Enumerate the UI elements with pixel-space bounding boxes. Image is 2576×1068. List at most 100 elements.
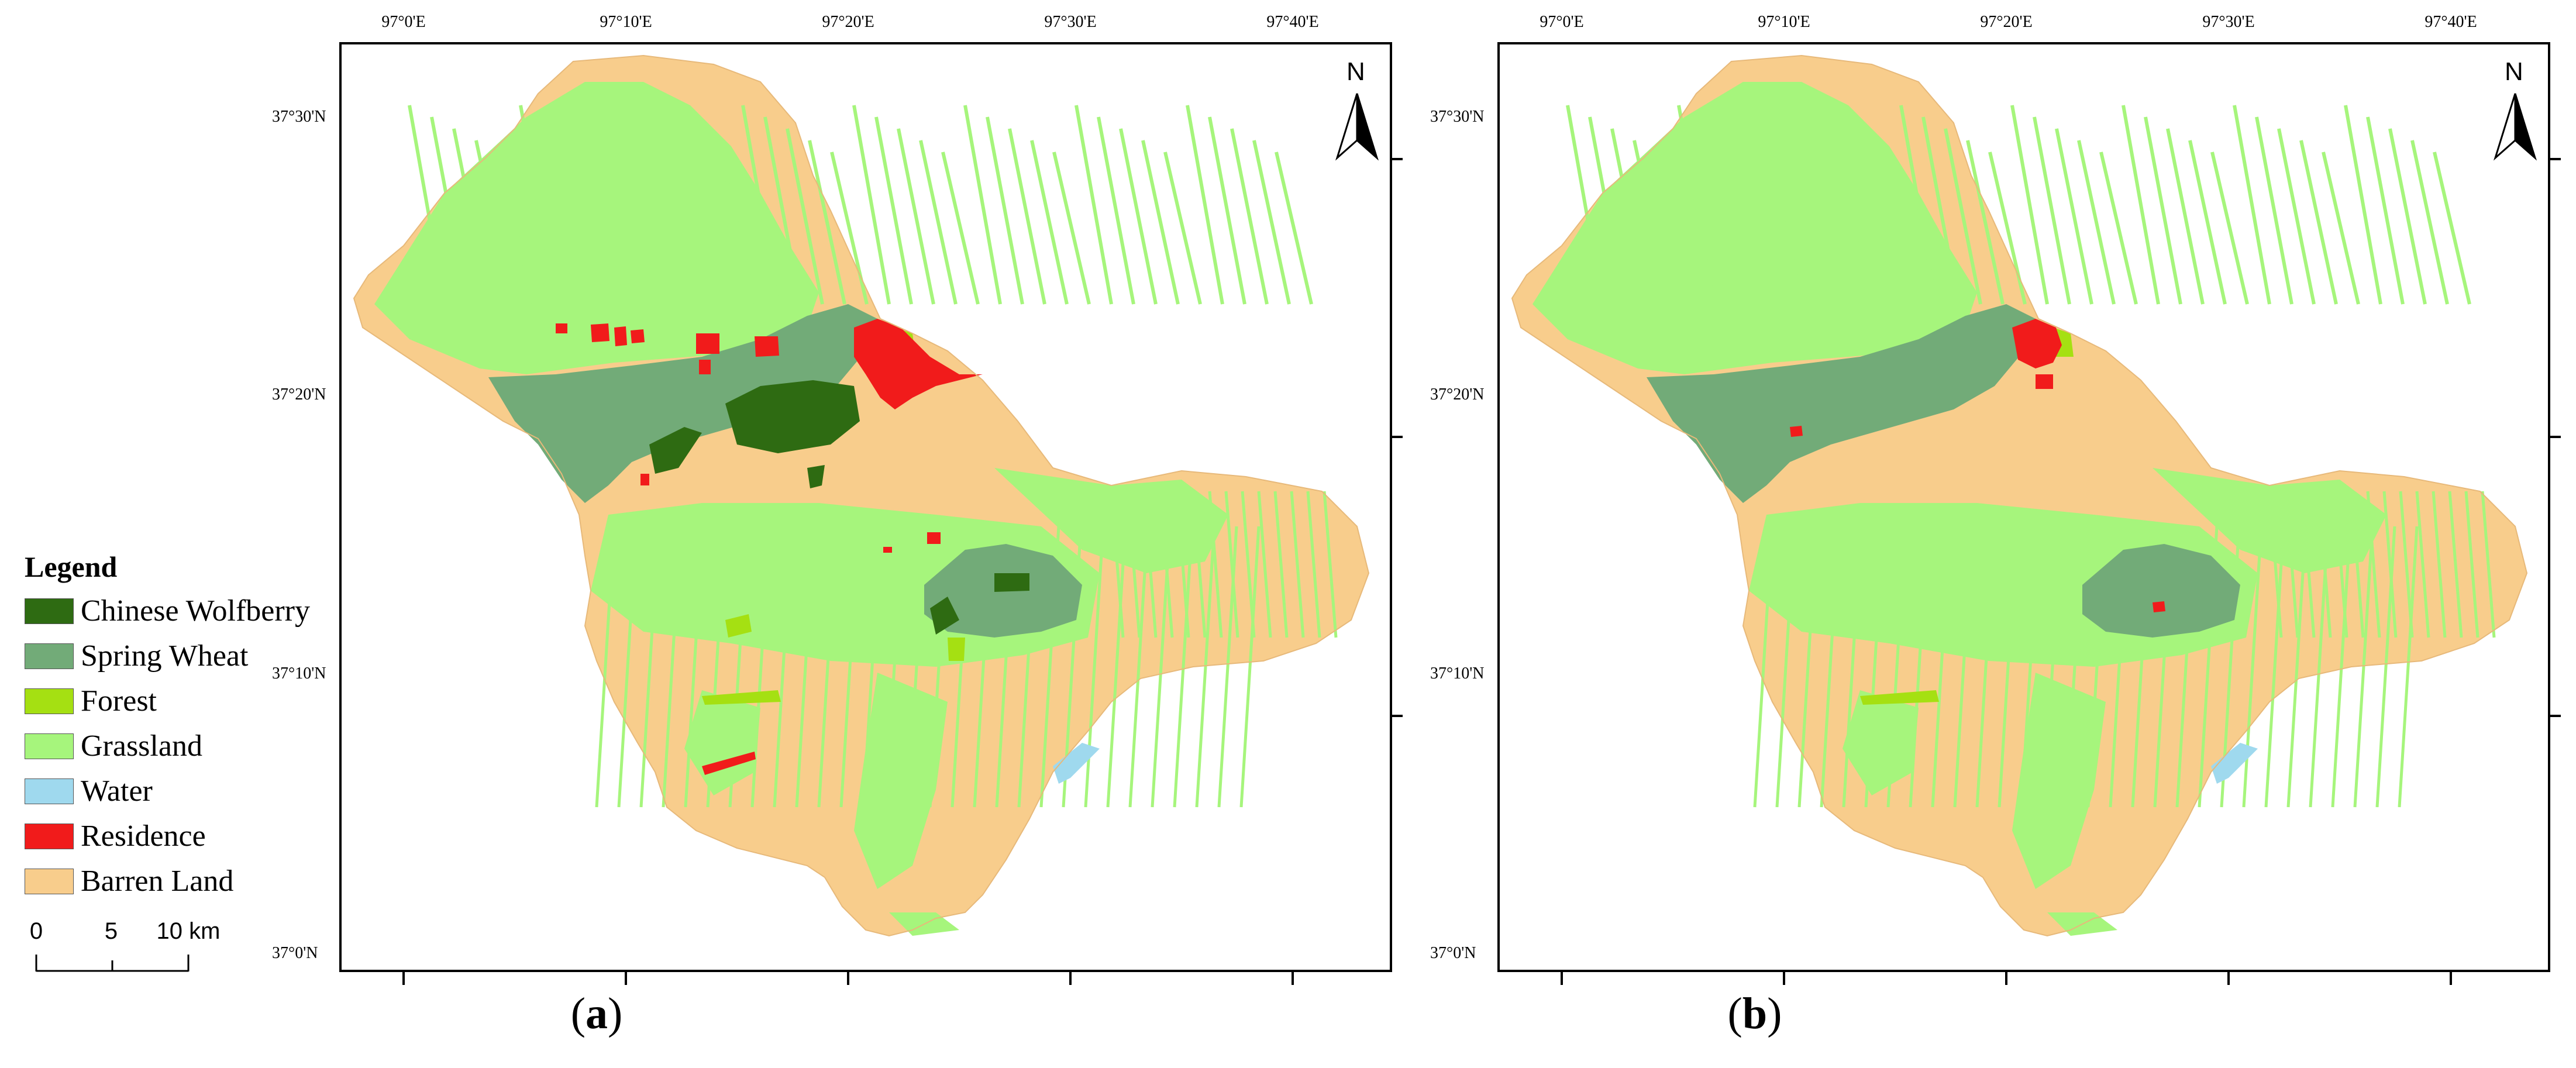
grassland-streak bbox=[2299, 140, 2338, 305]
longitude-tick bbox=[2450, 972, 2452, 985]
chinese-wolfberry-region bbox=[725, 380, 860, 453]
grassland-streak bbox=[2322, 151, 2360, 305]
grassland-streak bbox=[1998, 526, 2019, 808]
grassland-streak bbox=[519, 105, 557, 305]
grassland-streak bbox=[817, 526, 838, 808]
grassland-streak bbox=[1195, 526, 1216, 808]
grassland-streak bbox=[1191, 491, 1207, 638]
grassland-streak bbox=[2366, 116, 2405, 305]
grassland-streak bbox=[1075, 105, 1113, 305]
forest-region bbox=[948, 638, 965, 661]
chinese-wolfberry-region bbox=[930, 597, 959, 635]
grassland-streak bbox=[1820, 526, 1841, 808]
residence-region bbox=[2153, 601, 2165, 612]
legend-swatch bbox=[25, 643, 74, 669]
grassland-streak bbox=[2166, 128, 2205, 305]
residence-region bbox=[640, 474, 649, 485]
legend-swatch bbox=[25, 868, 74, 894]
grassland-streak bbox=[1186, 105, 1224, 305]
grassland-streak bbox=[1208, 116, 1246, 305]
grassland-streak bbox=[1128, 526, 1149, 808]
residence-region bbox=[696, 333, 719, 354]
longitude-tick bbox=[847, 972, 849, 985]
legend-item: Forest bbox=[25, 678, 310, 724]
grassland-streak bbox=[1208, 491, 1223, 638]
grassland-streak bbox=[474, 140, 513, 305]
grassland-streak bbox=[2301, 491, 2316, 638]
panel-label-paren: ( bbox=[570, 989, 586, 1038]
longitude-tick bbox=[402, 972, 405, 985]
grassland-streak bbox=[741, 105, 780, 305]
legend-label: Water bbox=[81, 774, 153, 808]
grassland-streak bbox=[2242, 526, 2263, 808]
longitude-tick bbox=[1783, 972, 1785, 985]
grassland-streak bbox=[2255, 116, 2293, 305]
scale-label-0: 0 bbox=[29, 918, 43, 944]
grassland-streak bbox=[1224, 491, 1239, 638]
grassland-region bbox=[1532, 82, 1977, 374]
basin-boundary bbox=[353, 54, 1370, 937]
grassland-streak bbox=[2398, 526, 2419, 808]
grassland-streak bbox=[2432, 491, 2447, 638]
legend-item: Residence bbox=[25, 814, 310, 859]
legend-label: Grassland bbox=[81, 729, 202, 763]
grassland-streak bbox=[2277, 128, 2316, 305]
grassland-streak bbox=[719, 151, 757, 305]
grassland-region bbox=[2012, 673, 2106, 889]
grassland-streak bbox=[1797, 526, 1819, 808]
chinese-wolfberry-region bbox=[649, 427, 702, 474]
grassland-streak bbox=[1084, 526, 1105, 808]
scale-bar-line bbox=[35, 955, 190, 972]
residence-region bbox=[702, 752, 756, 775]
panel-label-letter: a bbox=[586, 989, 608, 1038]
grassland-streak bbox=[1988, 151, 2027, 305]
longitude-label: 97°30'E bbox=[1044, 13, 1097, 31]
grassland-streak bbox=[541, 116, 580, 305]
grassland-streak bbox=[2055, 128, 2093, 305]
grassland-streak bbox=[1744, 140, 1782, 305]
grassland-streak bbox=[1257, 491, 1272, 638]
grassland-streak bbox=[1141, 140, 1180, 305]
grassland-streak bbox=[2286, 526, 2308, 808]
grassland-streak bbox=[1877, 151, 1916, 305]
grassland-streak bbox=[2410, 140, 2449, 305]
longitude-label: 97°20'E bbox=[1980, 13, 2033, 31]
grassland-streak bbox=[1966, 140, 2005, 305]
panel-label-paren: ) bbox=[608, 989, 623, 1038]
longitude-label: 97°10'E bbox=[600, 13, 652, 31]
forest-region bbox=[1860, 690, 1939, 705]
grassland-streak bbox=[2331, 526, 2352, 808]
grassland-streak bbox=[2284, 491, 2299, 638]
panel-label-letter: b bbox=[1742, 989, 1768, 1038]
grassland-streak bbox=[1864, 526, 1885, 808]
grassland-streak bbox=[1306, 491, 1321, 638]
grassland-streak bbox=[2353, 526, 2374, 808]
grassland-streak bbox=[2433, 151, 2471, 305]
panel-label-b: (b) bbox=[1728, 988, 1782, 1039]
grassland-streak bbox=[2382, 491, 2398, 638]
grassland-streak bbox=[2122, 105, 2160, 305]
grassland-streak bbox=[2033, 116, 2071, 305]
grassland-streak bbox=[595, 526, 616, 808]
legend-title: Legend bbox=[25, 550, 118, 583]
grassland-streak bbox=[1833, 128, 1871, 305]
grassland-streak bbox=[1588, 116, 1627, 305]
grassland-streak bbox=[1766, 151, 1804, 305]
longitude-label: 97°0'E bbox=[381, 13, 426, 31]
grassland-streak bbox=[1721, 128, 1760, 305]
grassland-streak bbox=[1230, 128, 1269, 305]
grassland-streak bbox=[773, 526, 794, 808]
grassland-streak bbox=[2399, 491, 2414, 638]
grassland-streak bbox=[1944, 128, 1982, 305]
grassland-streak bbox=[586, 140, 624, 305]
grassland-streak bbox=[1142, 491, 1158, 638]
scale-label-5: 5 bbox=[104, 918, 118, 944]
basin-boundary bbox=[1511, 54, 2528, 937]
grassland-streak bbox=[2481, 491, 2496, 638]
grassland-streak bbox=[2077, 140, 2116, 305]
grassland-streak bbox=[884, 526, 905, 808]
grassland-streak bbox=[1677, 105, 1716, 305]
grassland-region bbox=[854, 673, 948, 889]
grassland-streak bbox=[617, 526, 638, 808]
grassland-streak bbox=[1030, 140, 1069, 305]
